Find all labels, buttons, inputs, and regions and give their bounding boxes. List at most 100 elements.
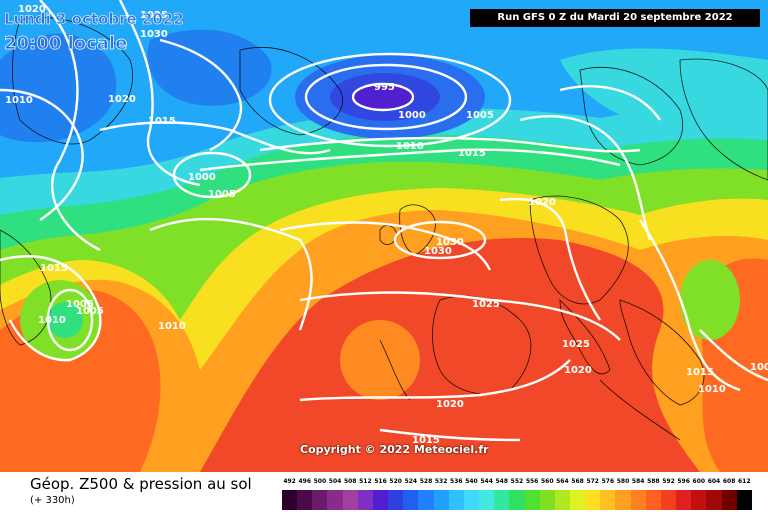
colorbar-swatch [403, 490, 419, 510]
colorbar-swatch [676, 490, 692, 510]
svg-text:1010: 1010 [38, 315, 66, 326]
z500-band-528-b [147, 29, 272, 106]
colorbar-swatch [342, 490, 358, 510]
svg-text:1000: 1000 [188, 172, 216, 183]
colorbar-swatch [600, 490, 616, 510]
colorbar-swatch [706, 490, 722, 510]
colorbar-label: 540 [465, 478, 478, 485]
colorbar-swatch [660, 490, 677, 510]
colorbar-swatch [539, 490, 555, 510]
colorbar-swatch [645, 490, 661, 510]
colorbar-swatch [282, 490, 298, 510]
colorbar-label: 612 [738, 478, 751, 485]
coastlines [0, 17, 768, 441]
colorbar-label: 524 [404, 478, 418, 485]
svg-text:1015: 1015 [458, 148, 486, 159]
z500-blob-west-atlantic-b [47, 302, 83, 338]
colorbar-swatch [736, 490, 752, 510]
colorbar [282, 490, 752, 510]
svg-text:1020: 1020 [564, 365, 592, 376]
colorbar-label: 552 [510, 478, 524, 485]
svg-text:1015: 1015 [412, 435, 440, 446]
colorbar-labels: 492 496 500 504 508 512 516 520 524 528 532 536 540 5… [282, 478, 752, 488]
colorbar-swatch [494, 490, 510, 510]
colorbar-label: 564 [556, 478, 569, 485]
svg-text:1020: 1020 [528, 197, 556, 208]
colorbar-label: 600 [692, 478, 706, 485]
colorbar-label: 576 [601, 478, 615, 485]
weather-map: 1020 1025 1030 1010 1020 1015 1000 1005 … [0, 0, 768, 472]
z500-band-544-ne [560, 48, 768, 120]
colorbar-label: 560 [540, 478, 554, 485]
colorbar-label: 604 [707, 478, 721, 485]
colorbar-swatch [554, 490, 570, 510]
colorbar-label: 568 [571, 478, 584, 485]
colorbar-label: 536 [450, 478, 463, 485]
lead-time: (+ 330h) [30, 495, 75, 506]
colorbar-label: 528 [419, 478, 433, 485]
svg-text:1005: 1005 [750, 362, 768, 373]
svg-text:1010: 1010 [5, 95, 33, 106]
svg-text:1005: 1005 [66, 299, 94, 310]
colorbar-label: 496 [298, 478, 311, 485]
colorbar-label: 580 [616, 478, 630, 485]
svg-text:1030: 1030 [140, 29, 168, 40]
svg-text:1015: 1015 [148, 116, 176, 127]
svg-text:1020: 1020 [436, 399, 464, 410]
isobars [0, 0, 768, 442]
colorbar-label: 556 [525, 478, 539, 485]
colorbar-swatch [615, 490, 631, 510]
svg-text:1030: 1030 [424, 246, 452, 257]
svg-text:1015: 1015 [686, 367, 714, 378]
colorbar-label: 592 [662, 478, 675, 485]
colorbar-label: 500 [313, 478, 327, 485]
z500-low-center [351, 84, 415, 110]
colorbar-swatch [433, 490, 449, 510]
svg-text:1010: 1010 [698, 384, 726, 395]
colorbar-swatch [448, 490, 464, 510]
colorbar-label: 512 [359, 478, 372, 485]
svg-text:1025: 1025 [140, 10, 168, 21]
colorbar-swatch [388, 490, 404, 510]
svg-text:1005: 1005 [76, 306, 104, 317]
colorbar-swatch [357, 490, 373, 510]
colorbar-label: 572 [586, 478, 599, 485]
colorbar-swatch [509, 490, 525, 510]
svg-text:1020: 1020 [108, 94, 136, 105]
svg-text:1020: 1020 [18, 4, 46, 15]
colorbar-swatch [418, 490, 434, 510]
colorbar-swatch [297, 490, 313, 510]
product-title: Géop. Z500 & pression au sol [30, 475, 252, 493]
svg-text:1025: 1025 [472, 299, 500, 310]
colorbar-label: 516 [374, 478, 387, 485]
z500-band-528 [0, 33, 117, 143]
colorbar-label: 520 [389, 478, 402, 485]
colorbar-label: 508 [343, 478, 357, 485]
footer: Géop. Z500 & pression au sol (+ 330h) 49… [0, 472, 768, 512]
model-run-banner: Run GFS 0 Z du Mardi 20 septembre 2022 [470, 9, 760, 27]
colorbar-swatch [372, 490, 389, 510]
valid-time: 20:00 locale [4, 33, 128, 55]
isobar-labels: 1020 1025 1030 1010 1020 1015 1000 1005 … [5, 4, 768, 446]
svg-text:1015: 1015 [40, 263, 68, 274]
colorbar-swatch [312, 490, 328, 510]
colorbar-label: 492 [283, 478, 296, 485]
z500-blob-east [680, 260, 740, 340]
colorbar-swatch [479, 490, 495, 510]
colorbar-label: 584 [631, 478, 645, 485]
colorbar-swatch [327, 490, 343, 510]
colorbar-swatch [463, 490, 480, 510]
colorbar-swatch [524, 490, 540, 510]
svg-text:1030: 1030 [436, 237, 464, 248]
svg-text:1000: 1000 [398, 110, 426, 121]
z500-blob-mid [340, 320, 420, 400]
svg-text:1010: 1010 [158, 321, 186, 332]
colorbar-swatch [585, 490, 601, 510]
colorbar-swatch [569, 490, 586, 510]
copyright-text: Copyright © 2022 Meteociel.fr [300, 443, 489, 456]
colorbar-label: 548 [495, 478, 509, 485]
colorbar-swatch [691, 490, 707, 510]
colorbar-swatch [721, 490, 737, 510]
colorbar-label: 544 [480, 478, 493, 485]
svg-text:1005: 1005 [466, 110, 494, 121]
